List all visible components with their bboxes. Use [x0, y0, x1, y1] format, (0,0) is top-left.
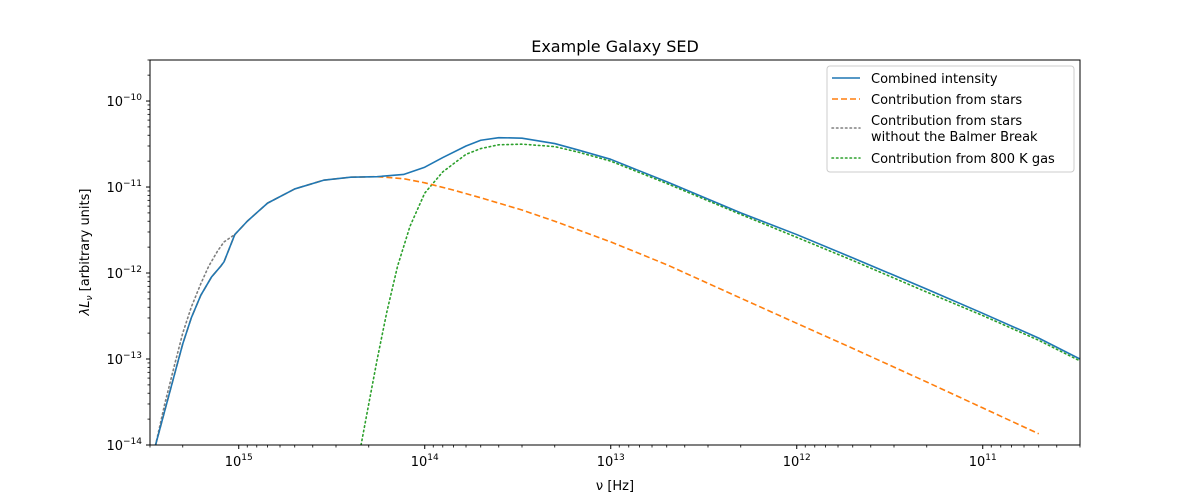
legend-label: Contribution from 800 K gas: [871, 152, 1055, 167]
x-tick-label: 1015: [225, 453, 253, 470]
x-tick-label: 1011: [969, 453, 997, 470]
series-line-3: [360, 143, 1080, 445]
y-tick-label: 10−10: [106, 93, 142, 110]
legend-box: [826, 65, 1075, 173]
series-layer: [154, 136, 1080, 445]
x-axis-title: ν [Hz]: [596, 479, 634, 494]
legend-label: Contribution from stars: [871, 93, 1022, 108]
x-tick-label: 1014: [411, 453, 439, 470]
series-line-0: [154, 136, 1080, 445]
y-axis-title-rest: [arbitrary units]: [78, 189, 93, 296]
x-axis: 1015 1014 1013 1012 1011: [149, 445, 1081, 470]
y-tick-label: 10−12: [106, 265, 142, 282]
legend: Combined intensity Contribution from star…: [826, 65, 1075, 173]
plot-frame: [149, 59, 1081, 446]
y-axis-title-main: λL: [78, 301, 93, 317]
x-tick-label: 1012: [783, 453, 811, 470]
y-axis: 10−14 10−13 10−12 10−11 10−10: [106, 59, 150, 454]
legend-label: Contribution from stars without the Balme…: [871, 114, 1038, 145]
series-line-2: [154, 233, 236, 445]
y-tick-label: 10−14: [106, 437, 142, 454]
y-tick-label: 10−11: [106, 179, 142, 196]
legend-label: Combined intensity: [871, 72, 998, 87]
y-axis-title: λLν [arbitrary units]: [78, 189, 95, 317]
chart-title: Example Galaxy SED: [531, 37, 699, 56]
x-tick-label: 1013: [597, 453, 625, 470]
y-tick-label: 10−13: [106, 351, 142, 368]
y-axis-title-sub: ν: [85, 296, 95, 301]
